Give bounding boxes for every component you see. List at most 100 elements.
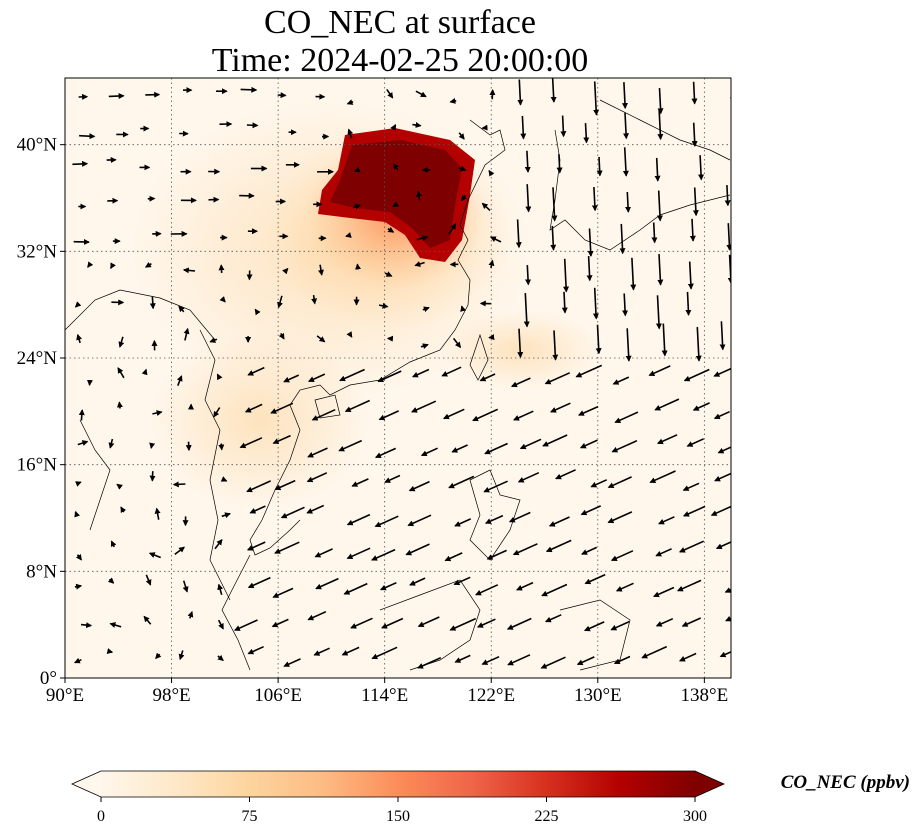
wind-arrow [611, 439, 638, 453]
wind-arrow [460, 305, 467, 312]
wind-arrow [512, 543, 538, 556]
wind-arrow [610, 550, 634, 562]
wind-arrow [678, 540, 705, 553]
wind-arrow [489, 236, 502, 243]
wind-arrow [174, 546, 185, 556]
wind-arrow [556, 154, 563, 174]
wind-arrow [692, 187, 699, 217]
wind-arrow [542, 434, 568, 447]
wind-arrow [713, 367, 731, 377]
wind-arrow [615, 582, 634, 592]
wind-arrow [311, 408, 336, 421]
wind-arrow [346, 331, 353, 338]
colorbar-extend-max [695, 771, 724, 797]
wind-arrow [733, 298, 735, 328]
wind-arrow [221, 512, 231, 519]
wind-arrow [551, 187, 558, 222]
wind-arrow [651, 222, 658, 244]
wind-arrow [625, 328, 632, 362]
wind-arrow [420, 447, 438, 457]
wind-arrow [472, 408, 499, 422]
wind-arrow [655, 295, 662, 330]
wind-arrow [344, 399, 371, 413]
wind-arrow [641, 645, 668, 659]
wind-arrow [726, 223, 731, 251]
wind-arrow [451, 444, 468, 453]
wind-arrow [724, 587, 731, 593]
wind-arrow [143, 615, 152, 625]
wind-arrow [249, 505, 266, 514]
wind-arrow [392, 201, 400, 208]
wind-arrow [508, 511, 531, 523]
wind-arrow [517, 79, 524, 106]
wind-arrow [220, 476, 228, 482]
wind-arrow [381, 617, 404, 629]
wind-arrow [274, 541, 300, 554]
wind-arrow [412, 122, 422, 129]
wind-arrow [343, 582, 368, 595]
wind-arrow [144, 261, 152, 268]
wind-arrow [524, 150, 531, 173]
wind-arrow [148, 552, 161, 559]
wind-arrow [655, 548, 672, 557]
wind-arrow [384, 271, 393, 277]
wind-arrow [341, 646, 360, 656]
wind-arrow [458, 132, 465, 140]
x-tick-label: 122°E [467, 685, 515, 706]
wind-arrow [683, 368, 710, 382]
wind-arrow [347, 128, 354, 139]
wind-arrow [118, 336, 125, 348]
wind-arrow [280, 506, 305, 519]
wind-arrow [107, 577, 115, 584]
wind-arrow [274, 479, 296, 491]
x-tick-label: 130°E [574, 685, 622, 706]
wind-arrow [149, 471, 156, 482]
wind-arrow [577, 405, 599, 416]
wind-arrow [579, 439, 598, 449]
wind-arrow [623, 112, 630, 140]
wind-arrow [278, 332, 285, 340]
wind-arrow [316, 335, 326, 343]
colorbar-ticks: 0 75 150 225 300 [97, 797, 707, 825]
wind-arrow [584, 573, 606, 585]
wind-arrow [687, 261, 694, 290]
wind-arrow [240, 86, 258, 93]
wind-arrow [182, 267, 196, 274]
wind-arrow [277, 295, 283, 309]
wind-arrow [654, 398, 680, 411]
wind-arrow [590, 479, 608, 488]
wind-arrow [661, 323, 668, 357]
wind-arrow [371, 548, 396, 561]
x-tick-label: 98°E [152, 685, 190, 706]
wind-arrow [658, 516, 675, 525]
wind-arrow [351, 478, 369, 487]
plume-southwest [150, 330, 370, 510]
wind-arrow [653, 586, 675, 598]
wind-arrow [657, 254, 664, 286]
wind-arrow [374, 447, 397, 459]
wind-arrow [725, 615, 731, 622]
wind-arrow [182, 580, 189, 593]
wind-arrow [110, 540, 117, 548]
wind-arrow [110, 262, 116, 270]
wind-arrow [282, 267, 289, 275]
wind-arrow [152, 410, 163, 416]
wind-arrow [307, 447, 328, 458]
wind-arrow [246, 122, 259, 129]
wind-arrow [488, 334, 495, 341]
wind-arrow [346, 99, 354, 105]
wind-arrow [239, 437, 263, 449]
wind-arrow [307, 610, 327, 621]
map-frame [64, 77, 732, 679]
wind-arrow [74, 583, 83, 590]
wind-arrow [272, 434, 291, 444]
wind-arrow [172, 481, 186, 488]
wind-arrow [713, 410, 730, 420]
wind-arrow [313, 647, 330, 656]
wind-arrow [183, 327, 190, 341]
wind-arrow [414, 261, 425, 267]
wind-arrow [214, 539, 223, 550]
wind-arrow [452, 337, 462, 349]
wind-arrow [479, 373, 496, 382]
wind-arrow [458, 165, 467, 172]
